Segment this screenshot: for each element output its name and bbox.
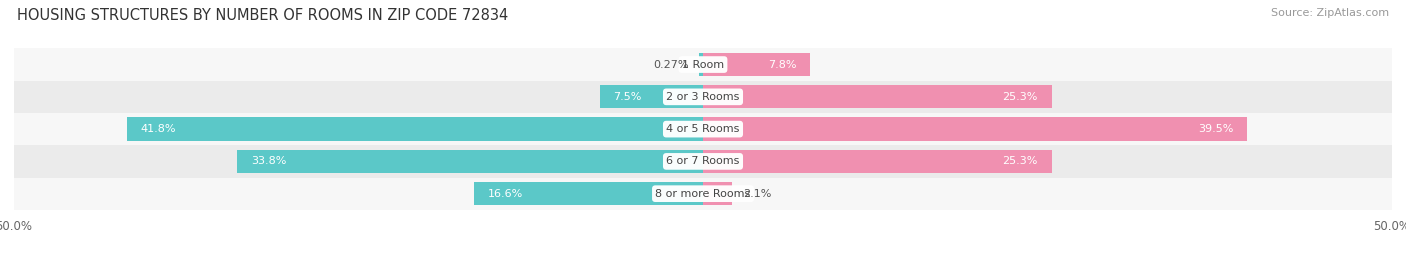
Bar: [703, 85, 1052, 108]
Bar: [703, 118, 1247, 141]
Text: 33.8%: 33.8%: [252, 156, 287, 167]
Bar: [599, 85, 703, 108]
Text: 41.8%: 41.8%: [141, 124, 176, 134]
Text: 6 or 7 Rooms: 6 or 7 Rooms: [666, 156, 740, 167]
Bar: [703, 150, 1052, 173]
Text: HOUSING STRUCTURES BY NUMBER OF ROOMS IN ZIP CODE 72834: HOUSING STRUCTURES BY NUMBER OF ROOMS IN…: [17, 8, 508, 23]
Text: 2 or 3 Rooms: 2 or 3 Rooms: [666, 92, 740, 102]
Text: 2.1%: 2.1%: [742, 189, 772, 199]
Text: Source: ZipAtlas.com: Source: ZipAtlas.com: [1271, 8, 1389, 18]
Bar: [699, 53, 703, 76]
Bar: [474, 182, 703, 205]
Text: 16.6%: 16.6%: [488, 189, 523, 199]
Bar: [14, 48, 1392, 81]
Bar: [703, 53, 810, 76]
Text: 7.8%: 7.8%: [768, 59, 797, 70]
Text: 4 or 5 Rooms: 4 or 5 Rooms: [666, 124, 740, 134]
Text: 0.27%: 0.27%: [652, 59, 689, 70]
Bar: [14, 178, 1392, 210]
Bar: [703, 182, 733, 205]
Text: 8 or more Rooms: 8 or more Rooms: [655, 189, 751, 199]
Bar: [14, 145, 1392, 178]
Text: 1 Room: 1 Room: [682, 59, 724, 70]
Text: 39.5%: 39.5%: [1198, 124, 1233, 134]
Bar: [14, 113, 1392, 145]
Bar: [127, 118, 703, 141]
Bar: [238, 150, 703, 173]
Bar: [14, 81, 1392, 113]
Text: 7.5%: 7.5%: [613, 92, 641, 102]
Text: 25.3%: 25.3%: [1002, 92, 1038, 102]
Text: 25.3%: 25.3%: [1002, 156, 1038, 167]
